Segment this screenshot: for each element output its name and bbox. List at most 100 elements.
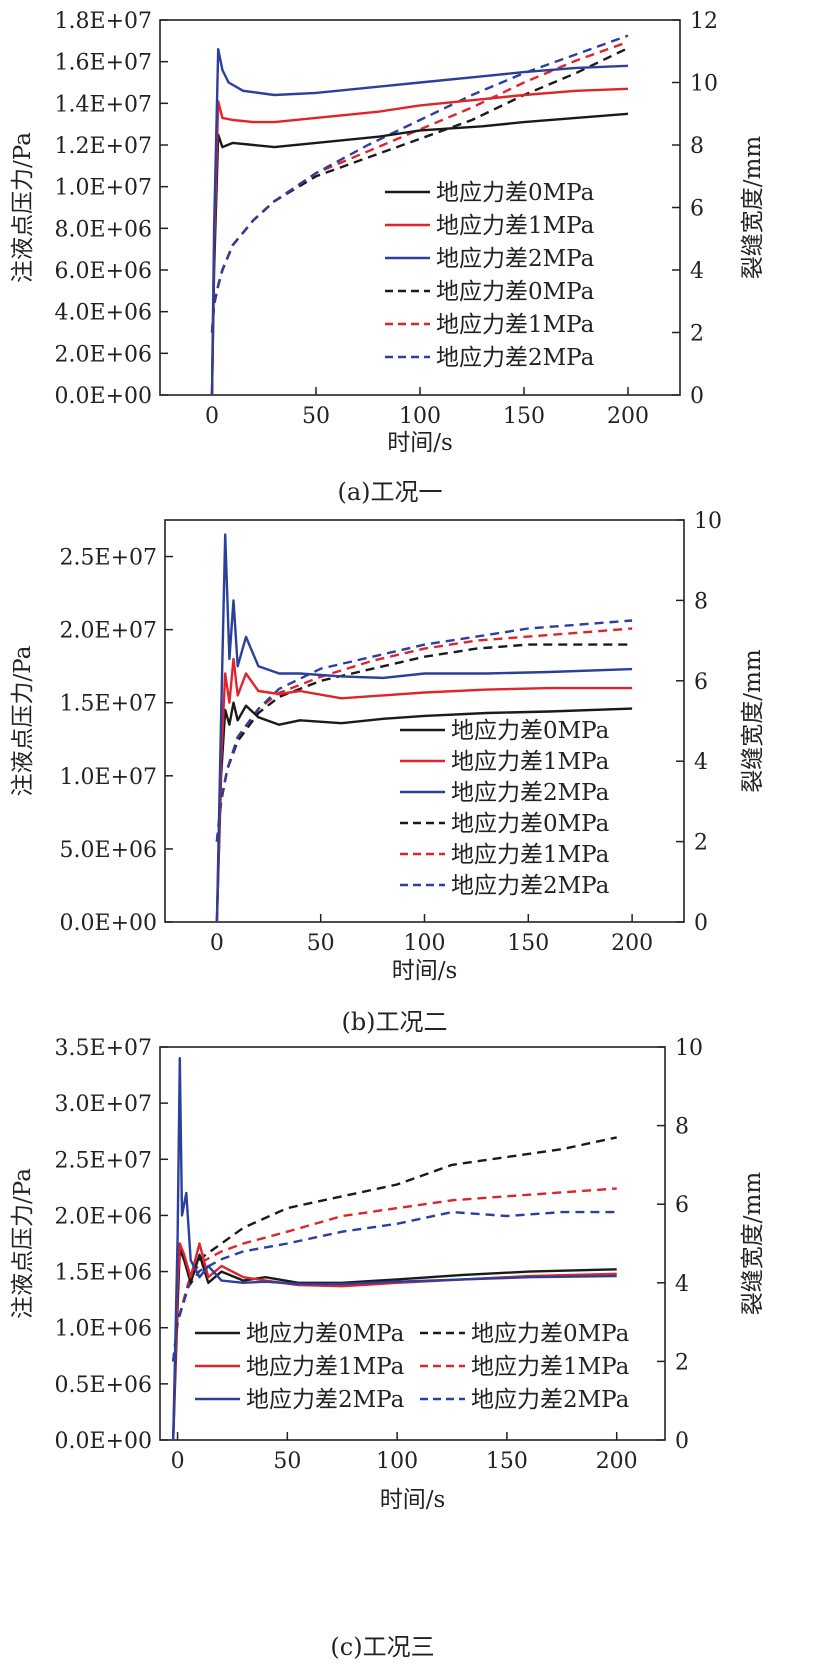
y-tick-label: 4.0E+06 [55,301,152,326]
y-tick-label: 1.5E+06 [55,1261,152,1286]
y-tick-label: 2.0E+06 [55,1204,152,1229]
legend-label: 地应力差0MPa [436,180,595,206]
legend-label: 地应力差1MPa [436,312,595,338]
panel-b: 0 50 100 150 2000.0E+005.0E+061.0E+071.5E+07… [10,509,766,1036]
panel-c: 0 50 100 150 2000.0E+000.5E+061.0E+061.5E+06… [10,1036,766,1661]
y2-tick-label: 2 [694,831,708,856]
y-tick-label: 2.5E+07 [55,1148,152,1173]
y2-axis-label: 裂缝宽度/mm [740,649,766,793]
x-tick-label: 200 [596,1449,638,1474]
x-tick-label: 50 [273,1449,301,1474]
y-tick-label: 1.4E+07 [55,92,152,117]
series-line-pressure-地应力差2MPa [210,48,629,396]
y-tick-label: 1.6E+07 [55,51,152,76]
y2-tick-label: 10 [690,72,718,97]
y-tick-label: 0.0E+00 [55,384,152,409]
y-tick-label: 2.5E+07 [60,546,157,571]
series-line-width-地应力差2MPa [210,34,629,333]
x-tick-label: 150 [486,1449,528,1474]
y2-tick-label: 0 [694,911,708,936]
series-line-pressure-地应力差1MPa [215,657,633,923]
legend-label: 地应力差2MPa [451,780,610,806]
panel-caption: (a)工况一 [337,478,442,506]
legend-label: 地应力差0MPa [471,1321,630,1347]
y-tick-label: 3.5E+07 [55,1036,152,1061]
y-tick-label: 1.5E+07 [60,692,157,717]
y-axis-label: 注液点压力/Pa [10,132,36,283]
legend: 地应力差0MPa 地应力差1MPa 地应力差2MPa 地应力差0MPa 地应力差1MPa… [385,180,595,371]
plot-frame [159,19,681,396]
series-line-width-地应力差2MPa [172,1210,617,1362]
y-tick-label: 6.0E+06 [55,259,152,284]
y2-tick-label: 4 [690,259,704,284]
y-tick-label: 0.0E+00 [55,1429,152,1454]
y2-tick-label: 8 [675,1115,689,1140]
y2-tick-label: 4 [675,1272,689,1297]
y2-tick-label: 6 [694,670,708,695]
y2-tick-label: 6 [690,197,704,222]
y2-tick-label: 10 [694,509,722,534]
y2-tick-label: 2 [690,322,704,347]
x-tick-label: 0 [171,1449,185,1474]
y2-axis-label: 裂缝宽度/mm [740,1172,766,1316]
y-tick-label: 0.5E+06 [55,1373,152,1398]
y2-axis-label: 裂缝宽度/mm [740,136,766,280]
x-axis-label: 时间/s [392,958,458,984]
series-line-pressure-地应力差0MPa [215,701,633,923]
legend-label: 地应力差0MPa [451,811,610,837]
panel-a: 0 50 100 150 2000.0E+002.0E+064.0E+066.0E+06… [10,9,766,506]
x-tick-label: 0 [205,404,219,429]
series-line-width-地应力差1MPa [215,627,633,842]
y2-tick-label: 4 [694,750,708,775]
legend-label: 地应力差2MPa [246,1387,405,1413]
x-tick-label: 150 [503,404,545,429]
legend-label: 地应力差1MPa [471,1354,630,1380]
x-axis-label: 时间/s [387,430,453,456]
x-tick-label: 100 [376,1449,418,1474]
y2-tick-label: 8 [694,589,708,614]
legend-label: 地应力差1MPa [436,213,595,239]
series-line-pressure-地应力差1MPa [210,87,629,396]
series-line-pressure-地应力差2MPa [215,533,633,923]
y2-tick-label: 2 [675,1350,689,1375]
x-tick-label: 100 [404,931,446,956]
legend: 地应力差0MPa 地应力差1MPa 地应力差2MPa 地应力差0MPa 地应力差1MPa… [195,1321,630,1413]
y2-tick-label: 8 [690,134,704,159]
legend-label: 地应力差1MPa [451,842,610,868]
series-line-pressure-地应力差0MPa [172,1247,617,1441]
y-tick-label: 1.0E+06 [55,1317,152,1342]
y-tick-label: 1.0E+07 [60,765,157,790]
y-tick-label: 3.0E+07 [55,1092,152,1117]
panel-caption: (c)工况三 [330,1633,434,1661]
y-tick-label: 1.0E+07 [55,176,152,201]
y-tick-label: 5.0E+06 [60,838,157,863]
y-tick-label: 0.0E+00 [60,911,157,936]
panel-caption: (b)工况二 [341,1008,447,1036]
x-tick-label: 150 [507,931,549,956]
y-axis-label: 注液点压力/Pa [10,1168,36,1319]
x-axis-label: 时间/s [380,1487,446,1513]
legend: 地应力差0MPa 地应力差1MPa 地应力差2MPa 地应力差0MPa 地应力差1MPa… [400,718,610,899]
y-axis-label: 注液点压力/Pa [10,645,36,796]
y-tick-label: 1.2E+07 [55,134,152,159]
y-tick-label: 8.0E+06 [55,217,152,242]
series-line-pressure-地应力差2MPa [172,1056,617,1441]
y-tick-label: 2.0E+06 [55,342,152,367]
y2-tick-label: 6 [675,1193,689,1218]
x-tick-label: 200 [607,404,649,429]
y2-tick-label: 10 [675,1036,703,1061]
legend-label: 地应力差1MPa [451,749,610,775]
series-line-width-地应力差0MPa [215,643,633,842]
x-tick-label: 200 [611,931,653,956]
y2-tick-label: 12 [690,9,718,34]
x-tick-label: 0 [210,931,224,956]
legend-label: 地应力差0MPa [246,1321,405,1347]
legend-label: 地应力差0MPa [436,279,595,305]
legend-label: 地应力差1MPa [246,1354,405,1380]
x-tick-label: 50 [302,404,330,429]
legend-label: 地应力差0MPa [451,718,610,744]
legend-label: 地应力差2MPa [436,345,595,371]
y2-tick-label: 0 [675,1429,689,1454]
